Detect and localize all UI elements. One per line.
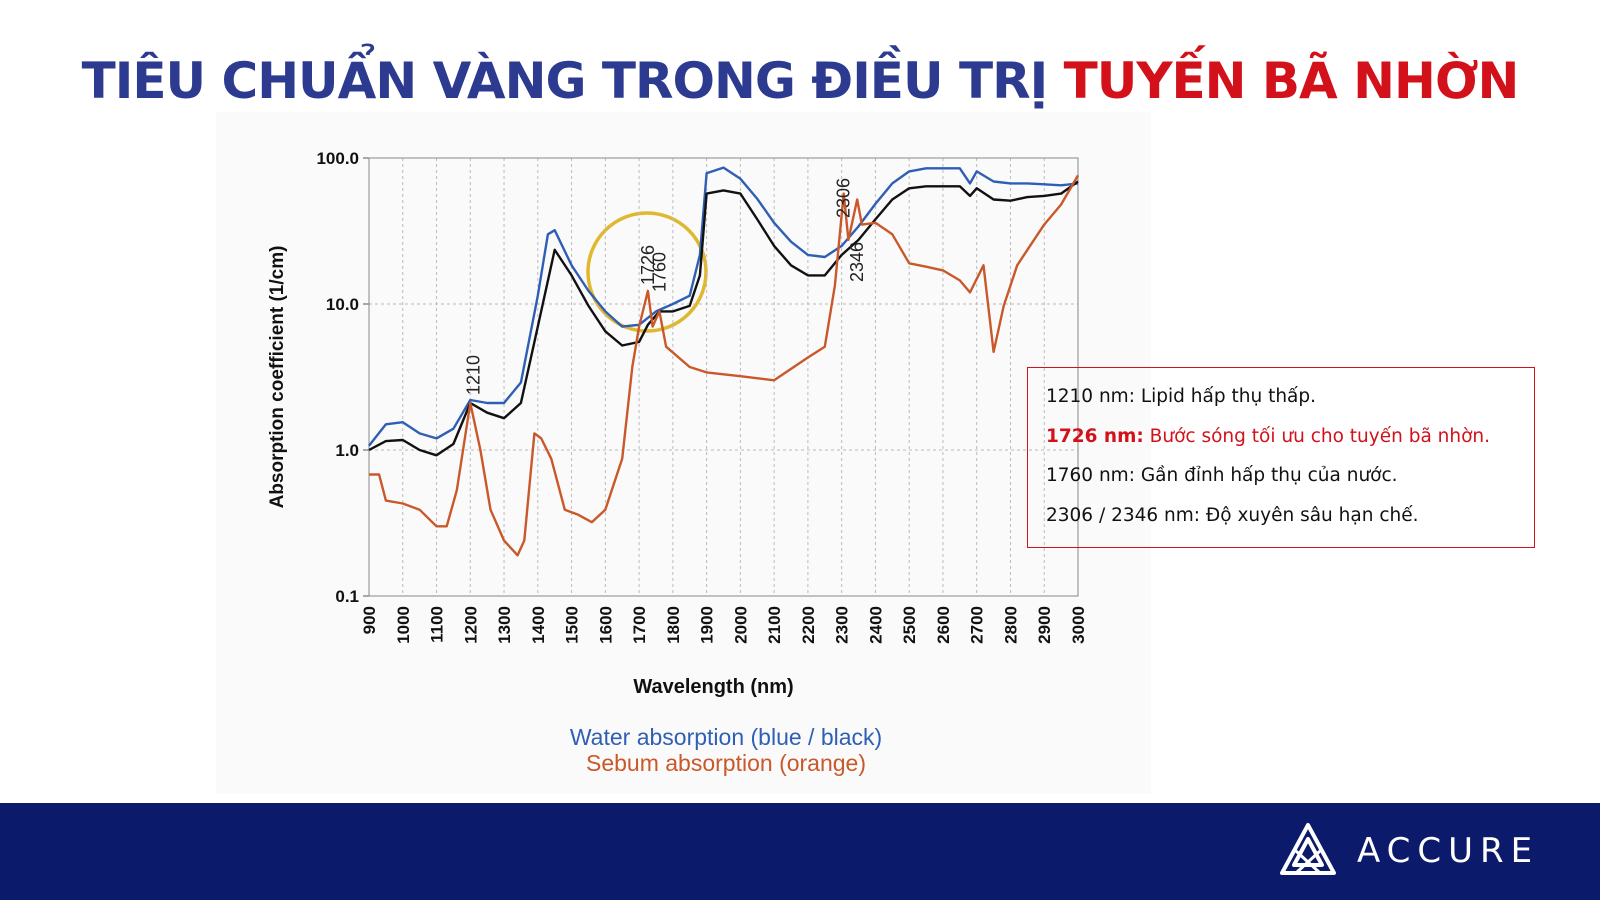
x-tick-label: 1500 — [563, 606, 582, 644]
legend-entry: Sebum absorption (orange) — [586, 750, 866, 776]
x-tick-label: 3000 — [1069, 606, 1088, 644]
y-tick-label: 0.1 — [335, 587, 359, 606]
x-tick-label: 2400 — [866, 606, 885, 644]
note: 2306 / 2346 nm: Độ xuyên sâu hạn chế. — [1046, 503, 1534, 543]
peak-label: 2306 — [834, 178, 854, 218]
x-tick-label: 1000 — [394, 606, 413, 644]
plot-frame — [368, 157, 1079, 597]
x-tick-label: 2300 — [833, 606, 852, 644]
brand-name: ACCURE — [1357, 831, 1540, 871]
note-text: Lipid hấp thụ thấp. — [1140, 386, 1317, 407]
note-text: Độ xuyên sâu hạn chế. — [1205, 504, 1419, 526]
data-line — [369, 174, 1080, 557]
note-term: 2306 / 2346 nm: — [1046, 504, 1201, 526]
title-main: TIÊU CHUẨN VÀNG TRONG ĐIỀU TRỊ — [81, 52, 1049, 110]
chart: 900 1000 1100 1200 1300 1400 1500 1600 1700 1800 1… — [267, 149, 1088, 776]
note: 1726 nm: Bước sóng tối ưu cho tuyến bã n… — [1046, 424, 1534, 464]
x-tick-label: 1800 — [664, 606, 683, 644]
x-tick-label: 900 — [360, 606, 379, 634]
peak-label: 1760 — [649, 252, 669, 292]
x-tick-label: 2900 — [1035, 606, 1054, 644]
note-term: 1210 nm: — [1046, 386, 1135, 407]
x-tick-label: 2000 — [731, 606, 750, 644]
x-tick-label: 1600 — [596, 606, 615, 644]
x-tick-label: 1100 — [428, 606, 447, 643]
note-text: Gần đỉnh hấp thụ của nước. — [1140, 465, 1398, 486]
legend-entry: Water absorption (blue / black) — [570, 724, 882, 750]
highlight-circle — [586, 211, 708, 333]
data-line — [368, 180, 1079, 457]
x-tick-label: 1300 — [495, 606, 514, 644]
slide-title: TIÊU CHUẨN VÀNG TRONG ĐIỀU TRỊ TUYẾN BÃ … — [0, 52, 1600, 110]
y-tick-label: 10.0 — [326, 295, 359, 314]
note: 1210 nm: Lipid hấp thụ thấp. — [1046, 384, 1534, 424]
x-tick-label: 1200 — [461, 606, 480, 644]
note-term: 1760 nm: — [1046, 465, 1135, 486]
peak-label: 2346 — [847, 242, 867, 282]
title-highlight: TUYẾN BÃ NHỜN — [1063, 52, 1520, 110]
x-tick-label: 2600 — [934, 606, 953, 644]
x-axis-label: Wavelength (nm) — [633, 676, 793, 698]
note: 1760 nm: Gần đỉnh hấp thụ của nước. — [1046, 463, 1534, 503]
peak-label: 1210 — [464, 355, 484, 395]
y-axis-label: Absorption coefficient (1/cm) — [267, 246, 288, 509]
x-tick-label: 2100 — [765, 606, 784, 644]
brand-logo — [1280, 823, 1336, 875]
x-tick-label: 2700 — [968, 606, 987, 644]
info-box: 1210 nm: Lipid hấp thụ thấp. 1726 nm: Bướ… — [1027, 367, 1535, 548]
x-tick-label: 2500 — [900, 606, 919, 644]
x-tick-label: 2200 — [799, 606, 818, 644]
y-tick-label: 1.0 — [335, 441, 359, 460]
note-term: 1726 nm: — [1046, 425, 1144, 447]
peak-label: 1726 — [638, 245, 658, 285]
x-tick-label: 1700 — [630, 606, 649, 644]
data-line — [368, 166, 1079, 447]
footer: ACCURE — [0, 803, 1600, 900]
x-tick-label: 2800 — [1001, 606, 1020, 644]
note-text: Bước sóng tối ưu cho tuyến bã nhờn. — [1149, 425, 1491, 447]
x-tick-label: 1400 — [529, 606, 548, 644]
x-tick-label: 1900 — [698, 606, 717, 644]
y-tick-label: 100.0 — [316, 149, 359, 168]
